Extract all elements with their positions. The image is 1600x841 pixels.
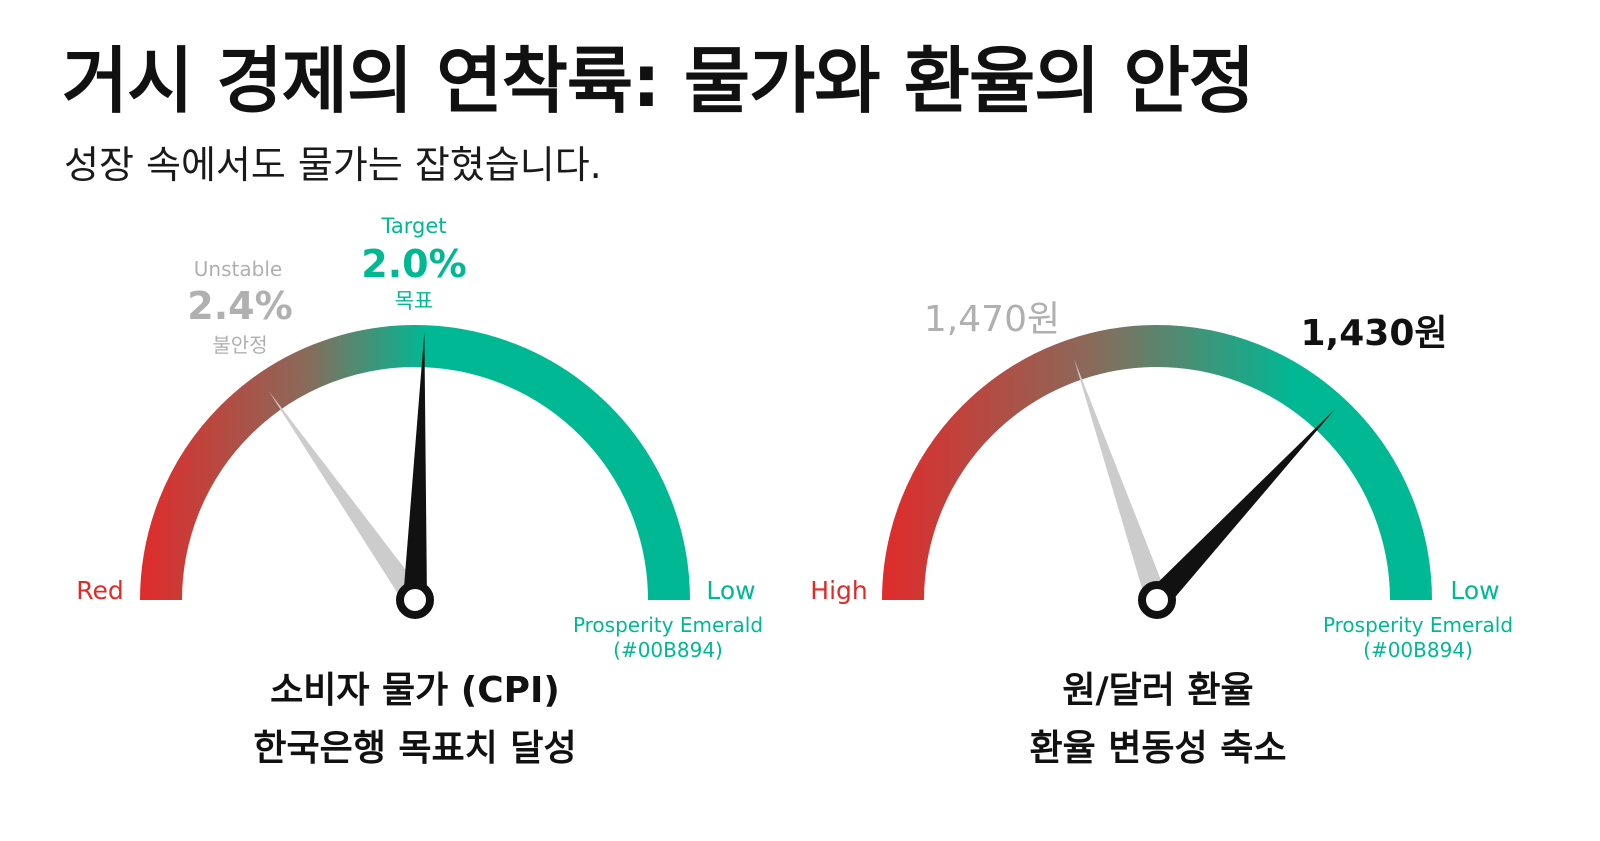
cpi-color-code: (#00B894) [613,638,723,662]
cpi-color-note: Prosperity Emerald [573,613,763,637]
cpi-caption-subtitle: 한국은행 목표치 달성 [253,728,576,769]
cpi-needle-hub [396,581,434,619]
fx-previous-needle [1073,358,1168,604]
fx-left-end-label: High [810,576,867,605]
fx-color-note: Prosperity Emerald [1323,613,1513,637]
fx-current-needle [1148,408,1336,609]
cpi-current-value: 2.0% [361,242,466,286]
fx-gauge-arc [882,325,1432,601]
fx-caption-subtitle: 환율 변동성 축소 [1030,728,1287,769]
fx-needle-hub [1138,581,1176,619]
page-title: 거시 경제의 연착륙: 물가와 환율의 안정 [62,39,1255,123]
cpi-previous-bottom-label: 불안정 [212,333,267,357]
fx-current-value: 1,430원 [1301,313,1448,354]
cpi-left-end-label: Red [76,576,124,605]
cpi-right-end-label: Low [706,576,755,605]
cpi-gauge-arc [140,325,690,601]
fx-previous-value: 1,470원 [924,299,1060,340]
cpi-previous-value: 2.4% [187,284,292,328]
fx-right-end-label: Low [1450,576,1499,605]
cpi-gauge: Unstable 2.4% 불안정 Target 2.0% 목표 Red Low… [76,214,763,769]
cpi-caption-title: 소비자 물가 (CPI) [270,670,560,711]
page-subtitle: 성장 속에서도 물가는 잡혔습니다. [64,143,602,187]
fx-caption-title: 원/달러 환율 [1062,670,1253,711]
fx-gauge: 1,470원 1,430원 High Low Prosperity Emeral… [810,299,1513,769]
cpi-previous-top-label: Unstable [194,257,282,281]
cpi-current-needle [403,332,427,601]
cpi-current-bottom-label: 목표 [395,289,434,313]
fx-color-code: (#00B894) [1363,638,1473,662]
cpi-current-top-label: Target [381,214,447,238]
cpi-previous-needle [268,391,425,607]
